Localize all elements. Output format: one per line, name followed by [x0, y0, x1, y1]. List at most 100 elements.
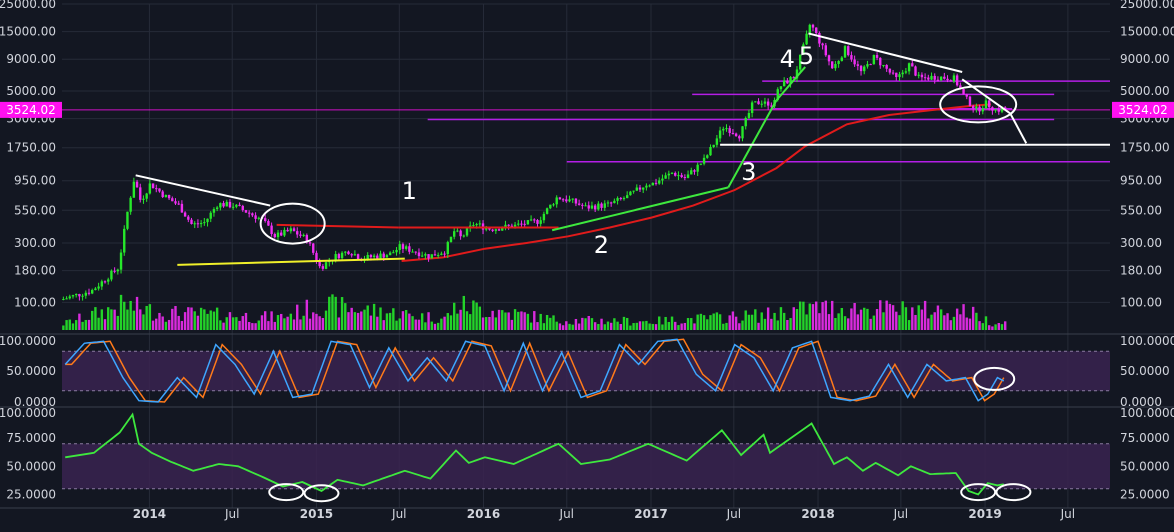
price-candle[interactable] — [853, 55, 856, 67]
price-candle[interactable] — [747, 109, 751, 120]
price-candle[interactable] — [81, 293, 84, 301]
price-candle[interactable] — [62, 296, 65, 301]
price-candle[interactable] — [280, 230, 283, 237]
price-candle[interactable] — [968, 95, 972, 107]
price-candle[interactable] — [843, 44, 847, 58]
price-candle[interactable] — [728, 125, 731, 137]
price-candle[interactable] — [818, 31, 821, 48]
price-candle[interactable] — [891, 69, 895, 75]
price-candle[interactable] — [395, 247, 398, 256]
price-candle[interactable] — [971, 104, 975, 113]
price-candle[interactable] — [802, 42, 805, 55]
price-candle[interactable] — [997, 105, 1000, 115]
price-candle[interactable] — [353, 250, 357, 256]
price-candle[interactable] — [539, 216, 542, 228]
price-candle[interactable] — [126, 211, 129, 231]
price-candle[interactable] — [215, 205, 219, 212]
price-candle[interactable] — [683, 174, 687, 181]
price-candle[interactable] — [404, 244, 408, 251]
price-candle[interactable] — [257, 216, 260, 221]
price-candle[interactable] — [254, 212, 257, 223]
price-candle[interactable] — [619, 196, 622, 201]
price-candle[interactable] — [734, 132, 738, 137]
price-candle[interactable] — [529, 215, 533, 222]
price-candle[interactable] — [536, 219, 539, 228]
price-candle[interactable] — [927, 74, 930, 81]
price-candle[interactable] — [943, 72, 946, 80]
price-candle[interactable] — [667, 170, 671, 180]
price-candle[interactable] — [107, 277, 110, 285]
price-candle[interactable] — [834, 61, 837, 71]
price-candle[interactable] — [296, 227, 299, 238]
price-candle[interactable] — [321, 264, 325, 271]
price-candle[interactable] — [577, 199, 581, 206]
price-candle[interactable] — [597, 201, 600, 211]
price-candle[interactable] — [408, 242, 411, 255]
price-candle[interactable] — [549, 204, 552, 210]
price-candle[interactable] — [779, 86, 783, 92]
price-candle[interactable] — [113, 267, 116, 274]
price-candle[interactable] — [164, 194, 168, 198]
price-candle[interactable] — [561, 198, 565, 202]
price-candle[interactable] — [347, 250, 350, 255]
price-candle[interactable] — [238, 202, 241, 207]
price-candle[interactable] — [722, 126, 725, 135]
price-candle[interactable] — [670, 171, 674, 175]
price-candle[interactable] — [241, 204, 244, 212]
price-candle[interactable] — [84, 290, 87, 299]
price-candle[interactable] — [901, 69, 904, 78]
price-candle[interactable] — [859, 64, 863, 76]
price-candle[interactable] — [235, 204, 238, 209]
price-candle[interactable] — [795, 66, 799, 83]
price-candle[interactable] — [850, 51, 853, 62]
price-candle[interactable] — [837, 60, 840, 68]
price-candle[interactable] — [401, 242, 405, 253]
price-candle[interactable] — [574, 198, 578, 207]
price-candle[interactable] — [100, 279, 104, 290]
price-candle[interactable] — [699, 163, 703, 166]
price-candle[interactable] — [206, 218, 209, 227]
price-candle[interactable] — [674, 171, 677, 177]
price-candle[interactable] — [283, 227, 286, 237]
price-candle[interactable] — [452, 228, 456, 240]
price-candle[interactable] — [946, 75, 949, 83]
price-candle[interactable] — [87, 288, 91, 296]
price-candle[interactable] — [312, 242, 315, 255]
price-candle[interactable] — [344, 251, 347, 256]
price-candle[interactable] — [600, 202, 603, 211]
price-candle[interactable] — [651, 182, 655, 186]
price-candle[interactable] — [244, 209, 248, 213]
price-candle[interactable] — [222, 200, 225, 208]
price-candle[interactable] — [869, 63, 872, 66]
price-candle[interactable] — [251, 212, 254, 218]
price-candle[interactable] — [686, 170, 690, 179]
price-candle[interactable] — [462, 234, 466, 238]
price-candle[interactable] — [552, 202, 555, 207]
price-candle[interactable] — [827, 54, 831, 66]
price-candle[interactable] — [584, 202, 587, 207]
price-candle[interactable] — [718, 126, 722, 143]
price-candle[interactable] — [430, 254, 433, 259]
price-candle[interactable] — [661, 174, 664, 185]
price-candle[interactable] — [885, 64, 888, 72]
price-candle[interactable] — [148, 179, 152, 195]
price-candle[interactable] — [497, 228, 501, 232]
price-candle[interactable] — [161, 189, 164, 199]
price-candle[interactable] — [414, 251, 417, 255]
price-candle[interactable] — [533, 218, 536, 223]
price-candle[interactable] — [581, 203, 584, 210]
price-candle[interactable] — [904, 67, 908, 75]
price-candle[interactable] — [145, 192, 148, 202]
price-candle[interactable] — [702, 154, 706, 166]
price-candle[interactable] — [94, 287, 97, 291]
price-candle[interactable] — [97, 282, 100, 291]
price-candle[interactable] — [625, 191, 629, 199]
price-candle[interactable] — [911, 60, 914, 67]
price-candle[interactable] — [690, 167, 693, 175]
price-candle[interactable] — [693, 169, 696, 175]
price-candle[interactable] — [193, 221, 196, 229]
price-candle[interactable] — [568, 195, 571, 203]
price-candle[interactable] — [786, 78, 789, 84]
price-candle[interactable] — [263, 214, 267, 223]
